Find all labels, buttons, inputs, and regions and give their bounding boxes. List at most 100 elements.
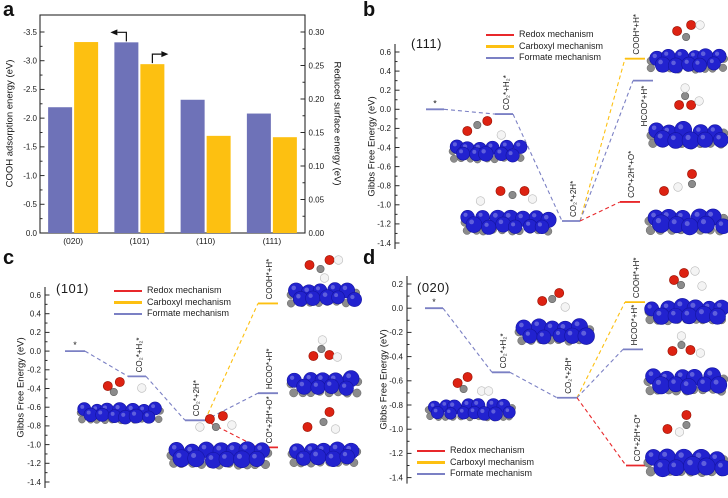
right-tick-label: 0.00 — [309, 229, 325, 238]
tick-label: 0.6 — [30, 291, 42, 300]
metal-atom — [667, 307, 684, 324]
metal-atom — [128, 408, 144, 424]
atom-highlight — [658, 59, 663, 65]
hydrogen-atom — [317, 335, 328, 345]
tick-label: 0.0 — [392, 304, 404, 313]
metal-atom — [325, 450, 342, 468]
atom-highlight — [430, 403, 435, 407]
legend-row-redox: Redox mechanism — [486, 29, 603, 41]
panel-b-structure-image-1 — [448, 116, 528, 164]
atom-highlight — [657, 462, 663, 468]
carbon-atom — [676, 280, 685, 289]
metal-atom — [697, 215, 715, 234]
atom-highlight — [472, 149, 477, 154]
panel-b-energy-diagram: 0.6 0.4 0.2 0.0 -0.2 -0.4 -0.6 -0.8 -1.0 -1.2 -1.4… — [377, 14, 653, 249]
oxygen-atom — [681, 410, 692, 420]
atom-highlight — [450, 402, 455, 407]
atom-highlight — [539, 332, 544, 337]
category-label: (020) — [63, 236, 83, 246]
tick-label: 0.2 — [392, 280, 404, 289]
atom-highlight — [511, 222, 516, 227]
level-label: CO₂*+2H* — [569, 181, 578, 217]
panel-b-structure-image-5 — [644, 169, 728, 236]
atom-highlight — [145, 413, 149, 417]
atom-highlight — [651, 125, 657, 131]
atom-highlight — [459, 408, 464, 413]
oxygen-atom — [659, 186, 669, 196]
metal-atom — [465, 216, 483, 233]
metal-atom — [667, 57, 684, 74]
legend-label-carboxyl: Carboxyl mechanism — [147, 296, 232, 307]
metal-atom — [681, 131, 700, 150]
metal-atom — [680, 307, 698, 325]
atom-highlight — [508, 151, 513, 156]
atom-highlight — [292, 446, 297, 451]
legend-row-redox: Redox mechanism — [114, 285, 231, 297]
atom-highlight — [176, 452, 182, 458]
hydrogen-atom — [319, 273, 330, 283]
legend-label-redox: Redox mechanism — [519, 29, 594, 40]
atom-highlight — [110, 411, 115, 416]
atom-highlight — [304, 287, 309, 293]
atom-highlight — [687, 459, 693, 466]
pathway-connector — [579, 80, 634, 222]
metal-atom — [508, 219, 523, 234]
pathway-connector — [576, 348, 624, 399]
pathway-connector — [145, 375, 186, 421]
level-label: CO*+2H*+O* — [633, 414, 642, 461]
atom-highlight — [713, 379, 719, 385]
level-label: HCOO*+H* — [640, 86, 649, 127]
atom-highlight — [131, 411, 137, 416]
carbon-atom — [109, 387, 118, 396]
atom-highlight — [299, 381, 305, 387]
metal-atom — [218, 451, 235, 468]
panel-c-structure-image-2 — [166, 411, 273, 470]
legend-row-formate: Formate mechanism — [114, 308, 231, 320]
carbon-atom — [681, 92, 690, 101]
tick-label: 0.0 — [380, 105, 392, 114]
right-tick-label: 0.20 — [309, 95, 325, 104]
level-label: HCOO*+H* — [265, 348, 274, 389]
left-tick-label: -1.0 — [23, 171, 37, 180]
plot-frame — [39, 14, 306, 234]
legend-row-redox: Redox mechanism — [417, 445, 534, 457]
metal-atom — [347, 292, 362, 307]
level-label: CO₂*+2H* — [564, 358, 573, 394]
level-label: CO*+2H*+O* — [627, 151, 636, 198]
hydrogen-atom — [496, 130, 506, 140]
hydrogen-atom — [333, 255, 344, 265]
oxygen-atom — [482, 116, 493, 126]
tick-label: -0.6 — [389, 377, 403, 386]
hydrogen-atom — [560, 302, 570, 312]
atom-highlight — [532, 213, 537, 218]
hydrogen-atom — [484, 386, 494, 396]
atom-highlight — [115, 405, 120, 410]
atom-highlight — [708, 211, 714, 217]
pathway-connector — [576, 397, 627, 466]
legend-row-carboxyl: Carboxyl mechanism — [486, 41, 603, 53]
hydrogen-atom — [695, 20, 705, 30]
metal-atom — [715, 218, 728, 235]
atom-highlight — [171, 445, 177, 450]
oxygen-atom — [687, 169, 697, 179]
atom-highlight — [257, 445, 262, 451]
metal-atom — [505, 148, 520, 163]
tick-label: -1.0 — [377, 201, 391, 210]
oxygen-atom — [324, 407, 335, 417]
atom-highlight — [663, 303, 669, 309]
oxygen-atom — [114, 377, 125, 387]
tick-label: -1.4 — [377, 239, 391, 248]
tick-label: -1.2 — [389, 449, 403, 458]
metal-atom — [577, 327, 595, 345]
atom-highlight — [656, 310, 662, 316]
metal-atom — [652, 307, 670, 325]
atom-highlight — [689, 372, 695, 377]
tick-label: 0.6 — [380, 48, 392, 57]
level-label: COOH*+H* — [632, 14, 641, 55]
atom-highlight — [695, 60, 700, 65]
legend-label-formate: Formate mechanism — [147, 308, 230, 319]
atom-highlight — [470, 408, 475, 413]
atom-highlight — [308, 293, 313, 298]
oxygen-atom — [672, 26, 682, 36]
